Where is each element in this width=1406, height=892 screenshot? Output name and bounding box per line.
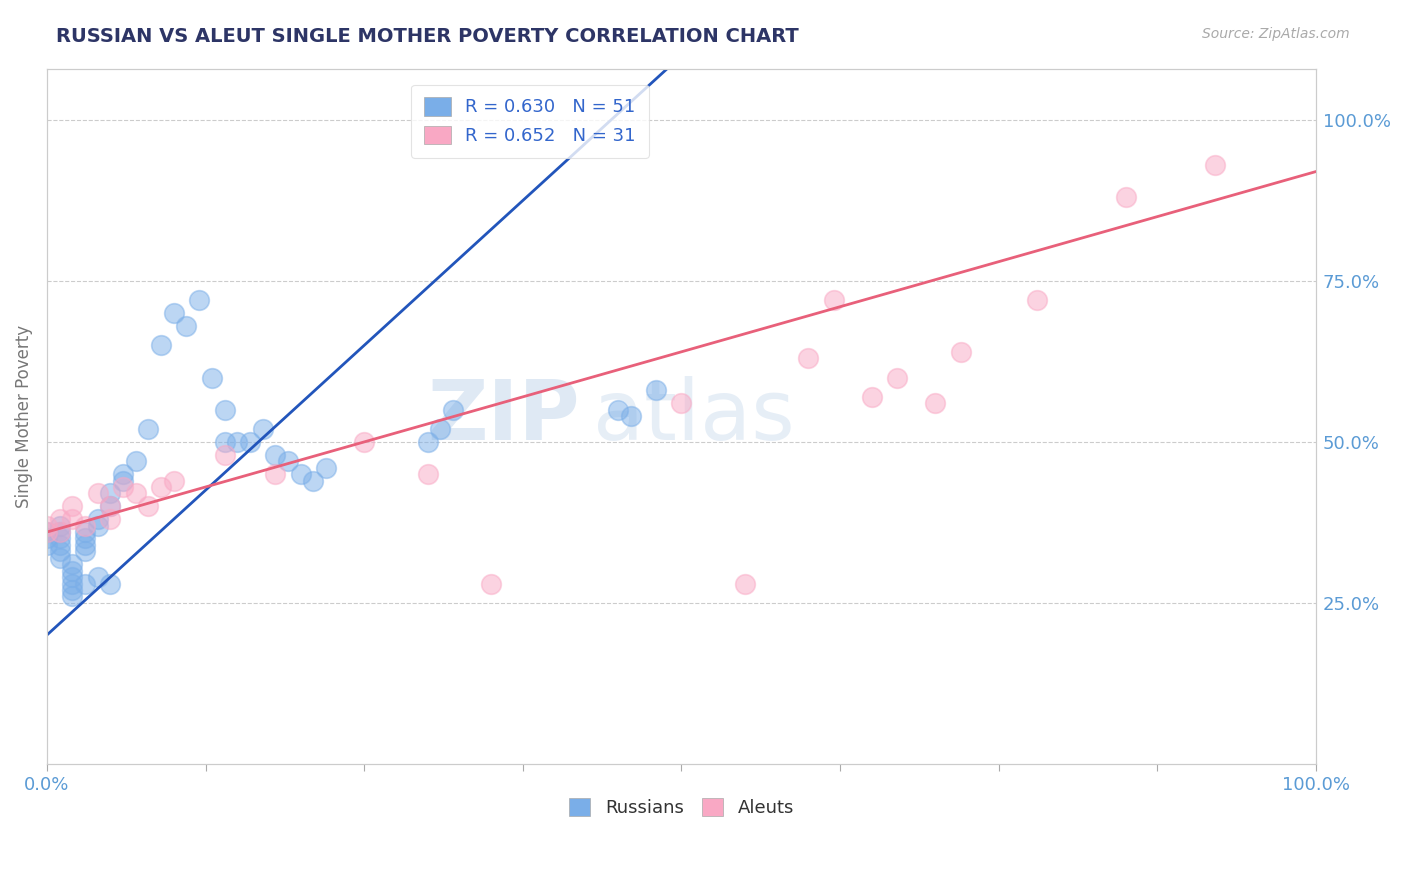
Point xyxy=(60,500,83,514)
Point xyxy=(1115,190,1137,204)
Point xyxy=(277,454,299,468)
Point xyxy=(60,570,83,584)
Point xyxy=(239,434,262,449)
Point xyxy=(671,396,693,410)
Point xyxy=(949,344,972,359)
Point xyxy=(73,538,96,552)
Point xyxy=(315,460,337,475)
Point xyxy=(112,480,135,494)
Point xyxy=(98,500,121,514)
Point xyxy=(620,409,643,424)
Point xyxy=(48,550,70,565)
Text: ZIP: ZIP xyxy=(427,376,579,457)
Point xyxy=(35,524,58,539)
Point xyxy=(353,434,375,449)
Point xyxy=(188,293,211,308)
Point xyxy=(48,538,70,552)
Point xyxy=(35,538,58,552)
Point xyxy=(112,467,135,482)
Text: RUSSIAN VS ALEUT SINGLE MOTHER POVERTY CORRELATION CHART: RUSSIAN VS ALEUT SINGLE MOTHER POVERTY C… xyxy=(56,27,799,45)
Point xyxy=(48,524,70,539)
Point xyxy=(48,524,70,539)
Point xyxy=(48,544,70,558)
Point xyxy=(416,434,439,449)
Point xyxy=(35,524,58,539)
Point xyxy=(73,544,96,558)
Point xyxy=(176,319,198,334)
Point xyxy=(48,512,70,526)
Point xyxy=(112,474,135,488)
Point xyxy=(797,351,820,366)
Y-axis label: Single Mother Poverty: Single Mother Poverty xyxy=(15,325,32,508)
Point xyxy=(73,532,96,546)
Point xyxy=(98,576,121,591)
Point xyxy=(645,384,668,398)
Point xyxy=(1204,158,1226,172)
Point xyxy=(73,524,96,539)
Point xyxy=(163,474,186,488)
Point xyxy=(138,500,160,514)
Point xyxy=(86,486,108,500)
Point xyxy=(86,512,108,526)
Text: Source: ZipAtlas.com: Source: ZipAtlas.com xyxy=(1202,27,1350,41)
Point xyxy=(479,576,502,591)
Point xyxy=(125,454,148,468)
Point xyxy=(302,474,325,488)
Point xyxy=(214,402,236,417)
Point xyxy=(73,518,96,533)
Point xyxy=(86,570,108,584)
Point xyxy=(214,434,236,449)
Point xyxy=(441,402,464,417)
Point xyxy=(264,467,287,482)
Point xyxy=(734,576,756,591)
Point xyxy=(60,558,83,572)
Legend: Russians, Aleuts: Russians, Aleuts xyxy=(561,790,801,824)
Point xyxy=(48,532,70,546)
Point xyxy=(416,467,439,482)
Text: atlas: atlas xyxy=(593,376,794,457)
Point xyxy=(226,434,249,449)
Point xyxy=(924,396,946,410)
Point xyxy=(35,532,58,546)
Point xyxy=(60,590,83,604)
Point xyxy=(860,390,883,404)
Point xyxy=(214,448,236,462)
Point xyxy=(138,422,160,436)
Point xyxy=(823,293,845,308)
Point xyxy=(35,518,58,533)
Point xyxy=(252,422,274,436)
Point xyxy=(73,576,96,591)
Point xyxy=(60,582,83,597)
Point xyxy=(201,370,224,384)
Point xyxy=(264,448,287,462)
Point xyxy=(886,370,908,384)
Point xyxy=(163,306,186,320)
Point xyxy=(60,576,83,591)
Point xyxy=(60,512,83,526)
Point xyxy=(607,402,630,417)
Point xyxy=(98,486,121,500)
Point xyxy=(125,486,148,500)
Point xyxy=(86,518,108,533)
Point xyxy=(98,512,121,526)
Point xyxy=(48,518,70,533)
Point xyxy=(150,338,173,352)
Point xyxy=(98,500,121,514)
Point xyxy=(1025,293,1047,308)
Point xyxy=(60,564,83,578)
Point xyxy=(290,467,312,482)
Point xyxy=(429,422,451,436)
Point xyxy=(150,480,173,494)
